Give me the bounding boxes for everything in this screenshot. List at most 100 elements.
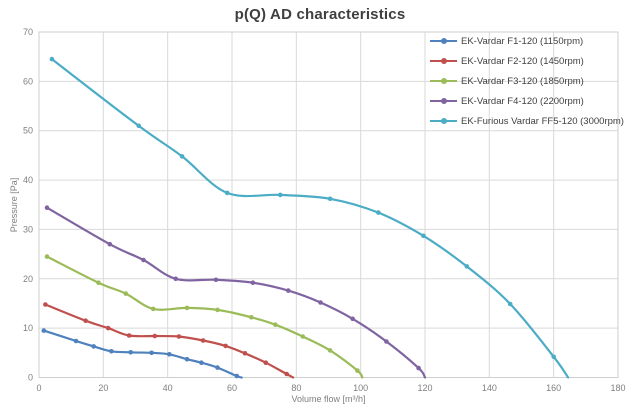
series-marker-0 — [234, 373, 240, 379]
y-tick-label: 20 — [23, 274, 33, 284]
legend-item: EK-Vardar F1-120 (1150rpm) — [430, 35, 624, 47]
series-marker-2 — [355, 368, 360, 373]
series-marker-1 — [43, 302, 48, 307]
x-tick-label: 80 — [291, 383, 301, 393]
series-marker-4 — [464, 264, 470, 269]
series-line-4 — [50, 58, 570, 379]
series-marker-1 — [83, 318, 88, 324]
series-marker-3 — [44, 205, 50, 210]
series-marker-2 — [215, 307, 220, 313]
legend-label: EK-Vardar F2-120 (1450rpm) — [461, 55, 584, 67]
series-marker-2 — [273, 322, 278, 328]
series-marker-4 — [327, 196, 333, 202]
series-marker-3 — [416, 365, 421, 371]
x-tick-label: 0 — [36, 383, 41, 393]
series-marker-3 — [173, 276, 178, 282]
series-marker-3 — [318, 300, 323, 305]
series-marker-1 — [176, 334, 182, 339]
legend-marker-icon — [430, 76, 457, 86]
series-marker-0 — [109, 349, 114, 354]
y-tick-label: 10 — [23, 323, 33, 333]
series-marker-0 — [199, 360, 204, 366]
series-marker-1 — [284, 371, 290, 377]
series-marker-1 — [200, 338, 206, 343]
legend-label: EK-Vardar F3-120 (1850rpm) — [461, 75, 584, 87]
x-tick-label: 60 — [227, 383, 237, 393]
series-marker-4 — [224, 190, 230, 196]
series-marker-2 — [44, 254, 50, 259]
series-marker-2 — [300, 334, 306, 339]
x-tick-label: 140 — [482, 383, 497, 393]
y-tick-label: 40 — [23, 175, 33, 185]
series-marker-2 — [327, 348, 333, 353]
series-line-3 — [45, 206, 427, 379]
series-marker-2 — [96, 280, 101, 286]
series-marker-1 — [242, 351, 248, 356]
x-axis-title: Volume flow [m³/h] — [291, 394, 366, 404]
chart-title: p(Q) AD characteristics — [234, 6, 406, 23]
series-marker-1 — [152, 333, 158, 339]
legend-item: EK-Vardar F3-120 (1850rpm) — [430, 75, 624, 87]
series-marker-0 — [215, 365, 220, 370]
y-tick-label: 70 — [23, 27, 33, 37]
series-marker-1 — [263, 360, 269, 366]
legend-marker-icon — [430, 96, 457, 106]
series-line-1 — [44, 303, 295, 379]
series-marker-4 — [278, 192, 283, 198]
series-marker-0 — [149, 350, 154, 356]
x-tick-label: 160 — [546, 383, 561, 393]
series-marker-4 — [179, 154, 185, 159]
legend-item: EK-Furious Vardar FF5-120 (3000rpm) — [430, 115, 624, 127]
x-tick-label: 20 — [98, 383, 108, 393]
series-marker-1 — [105, 325, 111, 331]
series-marker-0 — [41, 328, 47, 333]
legend-label: EK-Vardar F1-120 (1150rpm) — [461, 35, 584, 47]
series-marker-0 — [128, 350, 133, 355]
legend-marker-icon — [430, 116, 457, 126]
series-marker-3 — [286, 288, 291, 293]
legend-label: EK-Furious Vardar FF5-120 (3000rpm) — [461, 115, 624, 127]
series-marker-3 — [213, 277, 219, 283]
series-marker-2 — [184, 305, 190, 311]
y-tick-label: 50 — [23, 126, 33, 136]
x-tick-label: 100 — [353, 383, 368, 393]
series-marker-4 — [376, 210, 381, 215]
series-marker-2 — [249, 315, 254, 320]
series-marker-4 — [421, 233, 426, 239]
series-marker-0 — [167, 352, 172, 357]
y-tick-label: 0 — [28, 373, 33, 383]
y-tick-label: 30 — [23, 224, 33, 234]
series-marker-4 — [507, 301, 513, 307]
legend-item: EK-Vardar F4-120 (2200rpm) — [430, 95, 624, 107]
x-tick-label: 180 — [610, 383, 625, 393]
plot-border — [38, 31, 619, 378]
series-marker-0 — [73, 338, 79, 344]
series-marker-3 — [141, 257, 146, 263]
series-line-2 — [45, 255, 364, 379]
legend: EK-Vardar F1-120 (1150rpm) EK-Vardar F2-… — [430, 35, 624, 135]
series-marker-2 — [150, 306, 156, 312]
y-axis-title: Pressure [Pa] — [9, 177, 19, 233]
legend-marker-icon — [430, 56, 457, 66]
series-marker-4 — [551, 354, 556, 360]
y-tick-label: 60 — [23, 76, 33, 86]
x-tick-label: 120 — [417, 383, 432, 393]
legend-item: EK-Vardar F2-120 (1450rpm) — [430, 55, 624, 67]
series-marker-2 — [123, 291, 129, 296]
series-marker-3 — [107, 241, 113, 247]
series-line-0 — [42, 329, 243, 379]
series-marker-3 — [250, 280, 256, 286]
series-marker-0 — [91, 344, 96, 349]
series-marker-1 — [126, 333, 132, 338]
series-marker-4 — [49, 56, 55, 62]
x-tick-label: 40 — [163, 383, 173, 393]
series-marker-4 — [136, 123, 141, 129]
series-marker-0 — [184, 356, 190, 362]
legend-label: EK-Vardar F4-120 (2200rpm) — [461, 95, 584, 107]
legend-marker-icon — [430, 36, 457, 46]
series-marker-3 — [384, 339, 389, 344]
series-marker-1 — [223, 343, 228, 349]
series-marker-3 — [350, 316, 355, 322]
